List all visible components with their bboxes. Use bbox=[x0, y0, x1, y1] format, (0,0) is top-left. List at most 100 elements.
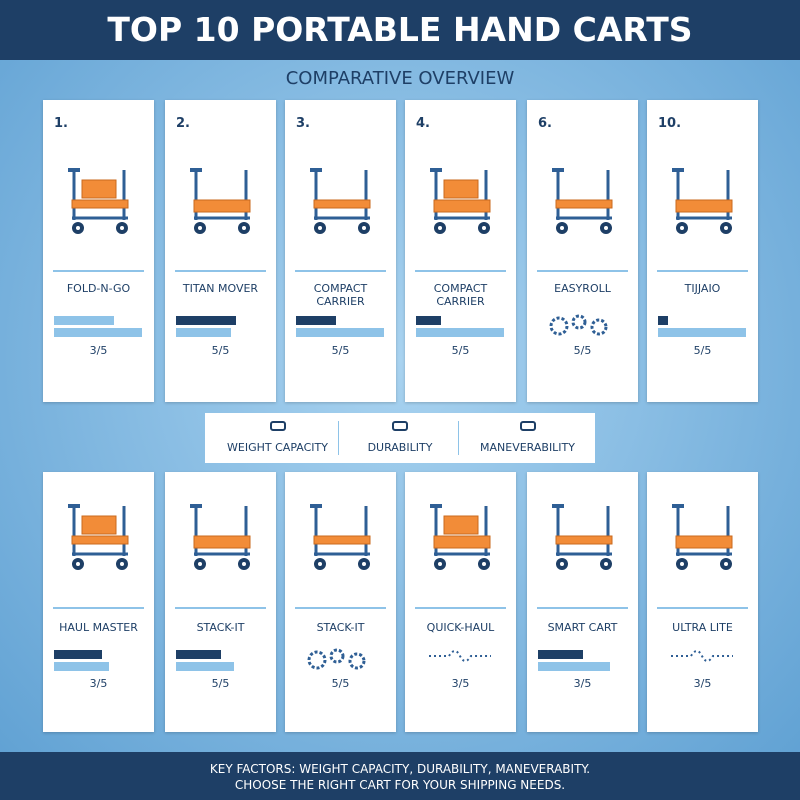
icon bbox=[658, 496, 748, 576]
rating: 3/5 bbox=[693, 677, 712, 690]
indicator-bar bbox=[538, 650, 583, 659]
card-name: STACK-IT bbox=[316, 621, 365, 634]
card-number: 1. bbox=[54, 116, 68, 131]
card-name: STACK-IT bbox=[196, 621, 245, 634]
cart-icon bbox=[310, 168, 371, 234]
divider bbox=[175, 270, 266, 272]
wave bbox=[425, 646, 495, 670]
legend-label: DURABILITY bbox=[367, 441, 433, 454]
divider bbox=[175, 607, 266, 609]
indicator-bar bbox=[538, 662, 610, 671]
footer: KEY FACTORS: WEIGHT CAPACITY, DURABILITY… bbox=[0, 752, 800, 800]
card-name: COMPACT CARRIER bbox=[433, 282, 488, 308]
gears-icon bbox=[549, 314, 608, 336]
icon bbox=[296, 160, 386, 240]
card: 10. TIJJAIO 5/5 bbox=[647, 100, 758, 402]
footer-line: CHOOSE THE RIGHT CART FOR YOUR SHIPPING … bbox=[234, 778, 566, 792]
rating: 5/5 bbox=[451, 344, 470, 357]
card: SMART CART 3/5 bbox=[527, 472, 638, 732]
divider bbox=[657, 607, 748, 609]
indicator-bar bbox=[176, 316, 236, 325]
divider bbox=[295, 607, 386, 609]
divider bbox=[657, 270, 748, 272]
legend: WEIGHT CAPACITY DURABILITY MANEVERABILITY bbox=[205, 413, 595, 463]
card-number: 4. bbox=[416, 116, 430, 131]
card-name: QUICK-HAUL bbox=[426, 621, 495, 634]
icon bbox=[54, 160, 144, 240]
cart-icon bbox=[552, 504, 613, 570]
divider bbox=[537, 270, 628, 272]
card-name: FOLD-N-GO bbox=[66, 282, 131, 295]
rating: 3/5 bbox=[573, 677, 592, 690]
card-name: ULTRA LITE bbox=[672, 621, 733, 634]
indicator-bar bbox=[176, 328, 231, 337]
gears bbox=[305, 646, 375, 676]
card-name: HAUL MASTER bbox=[59, 621, 138, 634]
divider bbox=[53, 270, 144, 272]
card-name: TITAN MOVER bbox=[182, 282, 259, 295]
card-number: 3. bbox=[296, 116, 310, 131]
icon bbox=[538, 160, 628, 240]
icon bbox=[176, 496, 266, 576]
card: 2. TITAN MOVER 5/5 bbox=[165, 100, 276, 402]
card-number: 10. bbox=[658, 116, 682, 131]
card: 4. COMPACT CARRIER 5/5 bbox=[405, 100, 516, 402]
gears-icon bbox=[307, 648, 366, 670]
gears bbox=[547, 312, 617, 342]
cart-icon bbox=[68, 168, 129, 234]
indicator-bar bbox=[176, 662, 234, 671]
cart-icon bbox=[672, 168, 733, 234]
card-number: 2. bbox=[176, 116, 190, 131]
card-name: TIJJAIO bbox=[684, 282, 721, 295]
indicator-bar bbox=[416, 316, 441, 325]
rating: 3/5 bbox=[89, 344, 108, 357]
wave-icon bbox=[429, 650, 491, 662]
cart-icon bbox=[190, 168, 251, 234]
legend-icon bbox=[391, 418, 409, 438]
divider bbox=[53, 607, 144, 609]
card: HAUL MASTER 3/5 bbox=[43, 472, 154, 732]
icon bbox=[176, 160, 266, 240]
indicator-bar bbox=[54, 662, 109, 671]
icon bbox=[54, 496, 144, 576]
indicator-bar bbox=[416, 328, 504, 337]
card: 3. COMPACT CARRIER 5/5 bbox=[285, 100, 396, 402]
icon bbox=[296, 496, 386, 576]
card-number: 6. bbox=[538, 116, 552, 131]
divider bbox=[537, 607, 628, 609]
card: STACK-IT 5/5 bbox=[285, 472, 396, 732]
title: TOP 10 PORTABLE HAND CARTS bbox=[0, 0, 800, 60]
cart-icon bbox=[552, 168, 613, 234]
indicator-bar bbox=[658, 328, 746, 337]
cart-icon bbox=[430, 168, 491, 234]
indicator-bar bbox=[296, 328, 384, 337]
indicator-bar bbox=[54, 650, 102, 659]
cart-icon bbox=[310, 504, 371, 570]
cart-icon bbox=[672, 504, 733, 570]
card: ULTRA LITE 3/5 bbox=[647, 472, 758, 732]
legend-icon bbox=[519, 418, 537, 438]
rating: 5/5 bbox=[693, 344, 712, 357]
wave bbox=[667, 646, 737, 670]
card-name: EASYROLL bbox=[554, 282, 611, 295]
rating: 5/5 bbox=[573, 344, 592, 357]
rating: 3/5 bbox=[451, 677, 470, 690]
divider bbox=[295, 270, 386, 272]
icon bbox=[416, 160, 506, 240]
card-name: SMART CART bbox=[547, 621, 618, 634]
divider bbox=[415, 270, 506, 272]
legend-icon bbox=[269, 418, 287, 438]
rating: 5/5 bbox=[211, 344, 230, 357]
card: QUICK-HAUL 3/5 bbox=[405, 472, 516, 732]
cart-icon bbox=[190, 504, 251, 570]
legend-glyph bbox=[519, 421, 536, 431]
legend-sep bbox=[458, 421, 459, 455]
wave-icon bbox=[671, 650, 733, 662]
icon bbox=[658, 160, 748, 240]
subtitle: COMPARATIVE OVERVIEW bbox=[285, 68, 515, 89]
legend-label: WEIGHT CAPACITY bbox=[227, 441, 328, 454]
rating: 5/5 bbox=[331, 677, 350, 690]
legend-glyph bbox=[392, 421, 408, 431]
indicator-bar bbox=[176, 650, 221, 659]
